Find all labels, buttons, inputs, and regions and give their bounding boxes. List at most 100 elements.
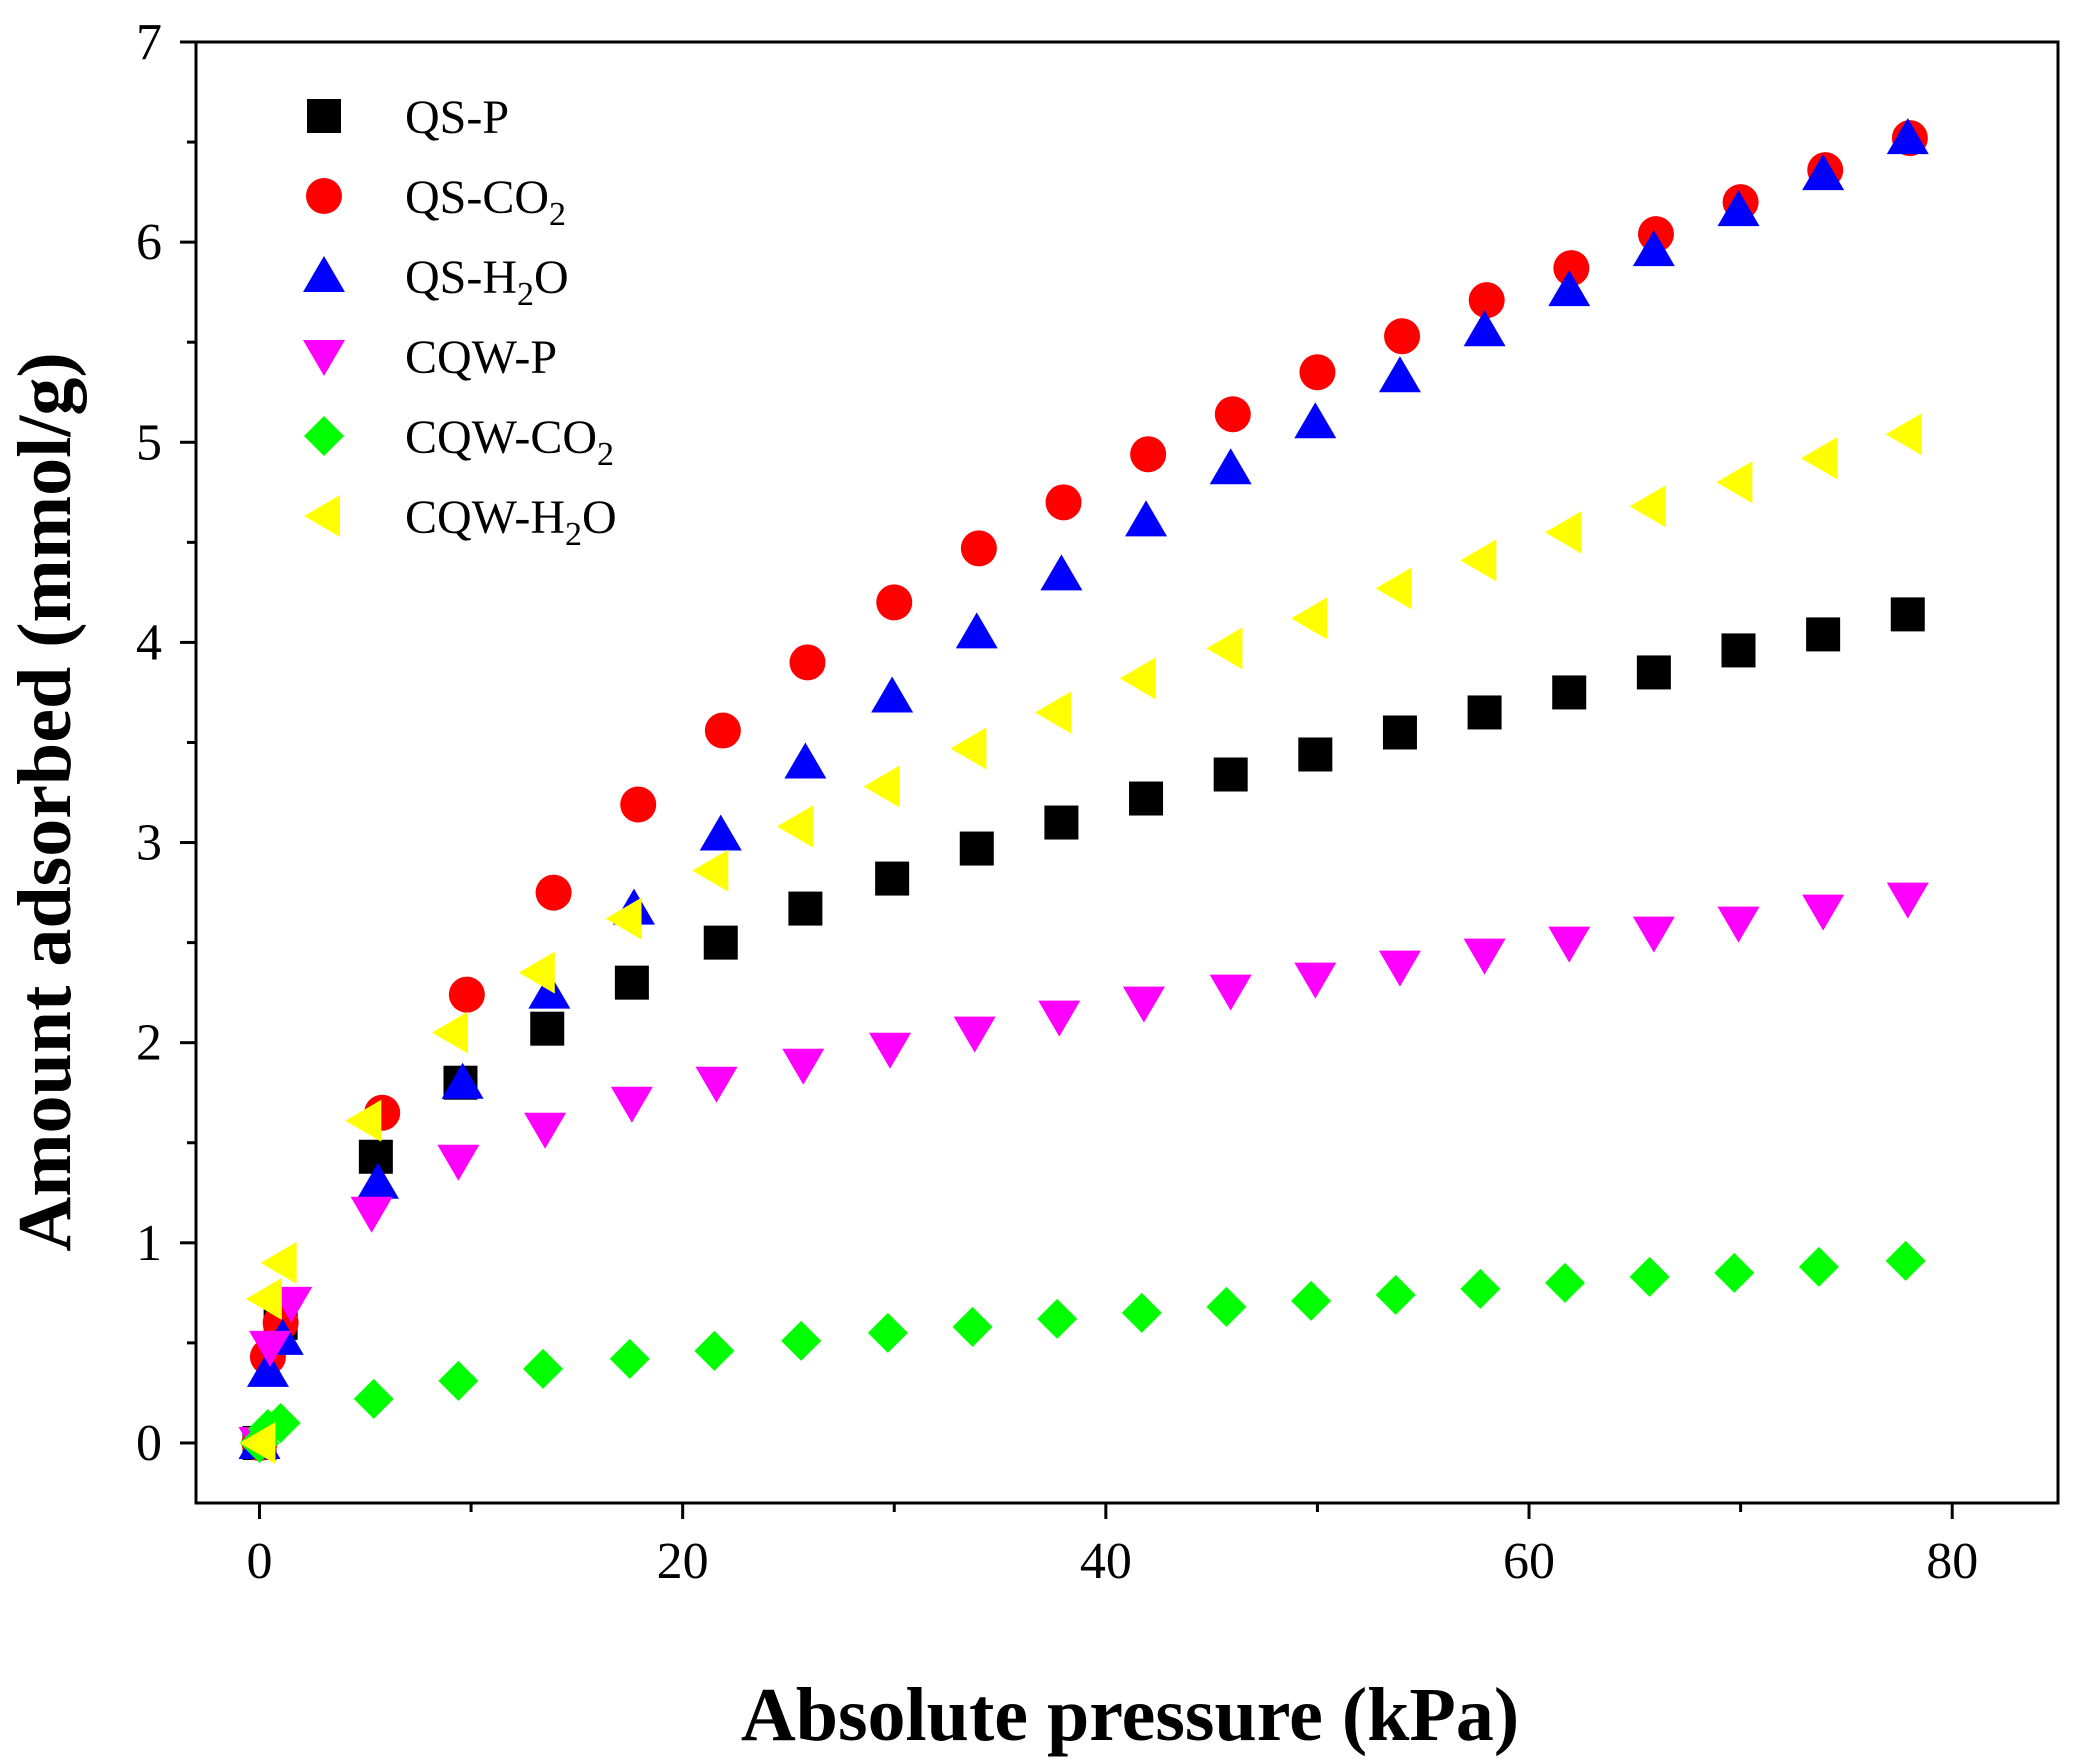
data-point (620, 786, 657, 823)
data-point (437, 1144, 480, 1181)
data-point (1802, 154, 1845, 191)
series-qs-p (242, 597, 1925, 1460)
data-point (869, 1032, 912, 1069)
data-point (1632, 230, 1675, 267)
legend-label: QS-H2O (405, 251, 569, 313)
data-point (1544, 1262, 1585, 1303)
x-tick-label: 60 (1503, 1533, 1555, 1590)
data-point (953, 1016, 996, 1053)
data-point (249, 1330, 292, 1367)
data-point (1209, 448, 1252, 485)
y-tick-label: 2 (136, 1015, 162, 1072)
data-point (609, 1338, 650, 1379)
data-point (1886, 882, 1929, 919)
data-point (1038, 1000, 1081, 1037)
data-point (246, 1350, 289, 1387)
data-point (1378, 356, 1421, 393)
data-point (694, 1330, 735, 1371)
data-point (704, 712, 741, 749)
data-point (1460, 539, 1497, 582)
data-point (1129, 781, 1164, 816)
y-tick-label: 6 (136, 214, 162, 271)
data-point (1629, 1256, 1670, 1297)
data-point (1045, 484, 1082, 521)
data-point (959, 831, 994, 866)
data-point (1213, 757, 1248, 792)
data-point (1885, 1240, 1926, 1281)
data-point (1291, 1280, 1332, 1321)
plot-frame (194, 40, 2060, 1505)
data-point (1544, 511, 1581, 554)
legend-label: CQW-CO2 (405, 411, 614, 473)
data-point (781, 1320, 822, 1361)
data-point (523, 1348, 564, 1389)
data-point (1298, 737, 1333, 772)
data-point (863, 765, 900, 808)
data-point (530, 1011, 565, 1046)
y-tick-label: 3 (136, 815, 162, 872)
data-point (1040, 554, 1083, 591)
data-point (1119, 657, 1156, 700)
data-point (1632, 916, 1675, 953)
y-axis-ticks: 0 1 2 3 4 5 6 7 (136, 14, 196, 1472)
data-point (448, 976, 485, 1013)
legend-marker (306, 178, 342, 214)
data-point (1214, 396, 1251, 433)
data-point (1717, 906, 1760, 943)
y-tick-label: 0 (136, 1415, 162, 1472)
data-point (1721, 633, 1756, 668)
data-point (1886, 118, 1929, 155)
data-point (432, 1011, 469, 1054)
legend-marker (303, 340, 345, 376)
data-point (1463, 310, 1506, 347)
data-point (789, 644, 826, 681)
data-point (1463, 938, 1506, 975)
data-point (518, 951, 555, 994)
data-point (260, 1241, 297, 1284)
data-point (871, 676, 914, 713)
series-cqw-co2 (239, 1240, 1926, 1463)
data-point (245, 1277, 282, 1320)
legend-marker (303, 256, 345, 292)
data-point (1375, 567, 1412, 610)
data-point (1382, 715, 1417, 750)
data-point (356, 1162, 399, 1199)
plot-border (194, 40, 2060, 1505)
data-point (875, 861, 910, 896)
data-point (784, 742, 827, 779)
data-point (955, 612, 998, 649)
x-axis-title: Absolute pressure (kPa) (741, 1673, 1519, 1757)
data-point (1206, 627, 1243, 670)
data-point (1130, 436, 1167, 473)
data-point (1798, 1246, 1839, 1287)
x-tick-label: 0 (246, 1533, 272, 1590)
data-point (1636, 655, 1671, 690)
data-point (1717, 190, 1760, 227)
data-point (1122, 986, 1165, 1023)
data-point (1291, 597, 1328, 640)
data-point (1467, 695, 1502, 730)
legend-marker (304, 416, 344, 456)
legend-label: CQW-P (405, 331, 557, 384)
y-tick-label: 5 (136, 414, 162, 471)
legend-marker (304, 495, 340, 537)
data-point (952, 1306, 993, 1347)
data-point (1209, 974, 1252, 1011)
data-point (610, 1086, 653, 1123)
data-point (776, 805, 813, 848)
y-tick-label: 7 (136, 14, 162, 71)
data-point (1375, 1274, 1416, 1315)
data-point (1125, 500, 1168, 537)
data-point (1121, 1292, 1162, 1333)
data-point (1035, 691, 1072, 734)
data-point (1629, 485, 1666, 528)
data-point (1460, 1268, 1501, 1309)
data-point (1044, 805, 1079, 840)
data-point (1548, 926, 1591, 963)
x-tick-label: 80 (1926, 1533, 1978, 1590)
data-point (1384, 318, 1421, 355)
data-point (1548, 270, 1591, 307)
data-point (1802, 894, 1845, 931)
data-point (614, 965, 649, 1000)
y-tick-label: 4 (136, 614, 162, 671)
